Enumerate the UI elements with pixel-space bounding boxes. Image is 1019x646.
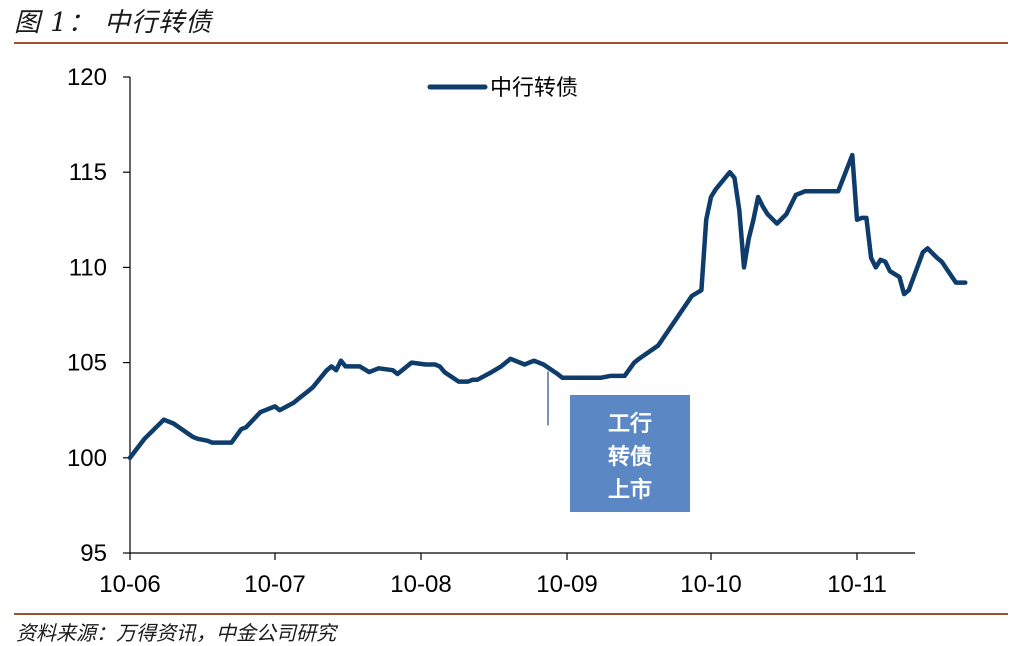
figure-title: 图 1： 中行转债: [14, 8, 213, 38]
source-note: 资料来源：万得资讯，中金公司研究: [16, 621, 336, 645]
x-tick-labels: 10-06 10-07 10-08 10-09 10-10 10-11: [99, 571, 887, 598]
y-tick-label: 120: [67, 64, 107, 91]
y-tick-label: 100: [67, 445, 107, 472]
x-tick-label: 10-10: [680, 571, 741, 598]
series-layer: [127, 152, 968, 461]
y-tick-label: 110: [69, 254, 107, 281]
x-tick-label: 10-08: [390, 571, 451, 598]
y-tick-label: 95: [80, 540, 107, 567]
annotation-rect: [570, 395, 690, 512]
annotation-text-line: 工行: [608, 411, 652, 437]
y-tick-label: 105: [67, 350, 107, 377]
bottom-rule: [14, 613, 1008, 615]
top-rule: [14, 42, 1008, 44]
chart-legend: 中行转债: [427, 76, 578, 101]
legend-label: 中行转债: [490, 76, 578, 101]
x-tick-label: 10-06: [99, 571, 160, 598]
y-tick-label: 115: [69, 159, 107, 186]
x-tick-label: 10-11: [827, 571, 887, 598]
annotation-text-line: 上市: [608, 477, 652, 503]
annotation-text-line: 转债: [608, 444, 652, 470]
series-line-zhonghang: [127, 152, 968, 461]
x-tick-label: 10-09: [536, 571, 597, 598]
y-tick-labels: 95 100 105 110 115 120: [67, 64, 107, 567]
x-tick-label: 10-07: [244, 571, 305, 598]
chart-axes: [123, 76, 915, 560]
